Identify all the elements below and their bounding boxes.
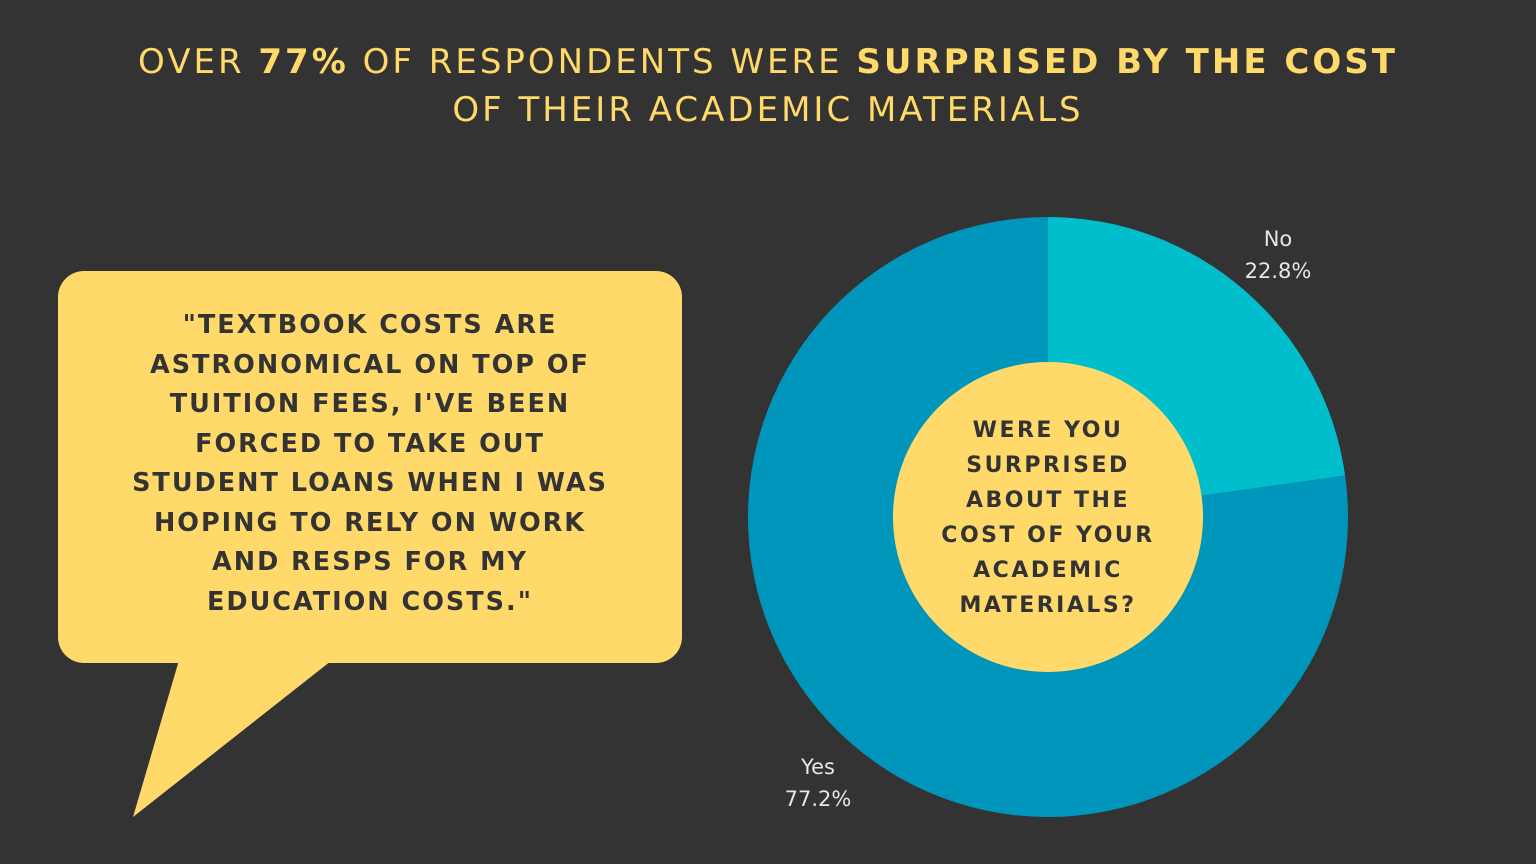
headline: OVER 77% OF RESPONDENTS WERE SURPRISED B…: [0, 38, 1536, 134]
headline-pre: OVER: [138, 42, 259, 82]
headline-line-1: OVER 77% OF RESPONDENTS WERE SURPRISED B…: [0, 38, 1536, 86]
headline-mid: OF RESPONDENTS WERE: [348, 42, 857, 82]
slice-label-no-value: 22.8%: [1245, 259, 1312, 283]
slice-label-yes-value: 77.2%: [785, 787, 852, 811]
pie-center-disc: [893, 362, 1203, 672]
slice-label-no-name: No: [1264, 227, 1293, 251]
speech-bubble-body: [58, 271, 682, 663]
chart-center-question: WERE YOU SURPRISED ABOUT THE COST OF YOU…: [941, 418, 1155, 618]
headline-emphasis: SURPRISED BY THE COST: [856, 42, 1398, 82]
slice-label-yes-name: Yes: [800, 755, 835, 779]
speech-bubble-tail: [133, 650, 345, 817]
testimonial-quote: "TEXTBOOK COSTS ARE ASTRONOMICAL ON TOP …: [132, 310, 608, 617]
headline-stat: 77%: [258, 42, 349, 82]
headline-line-2: OF THEIR ACADEMIC MATERIALS: [452, 90, 1084, 130]
